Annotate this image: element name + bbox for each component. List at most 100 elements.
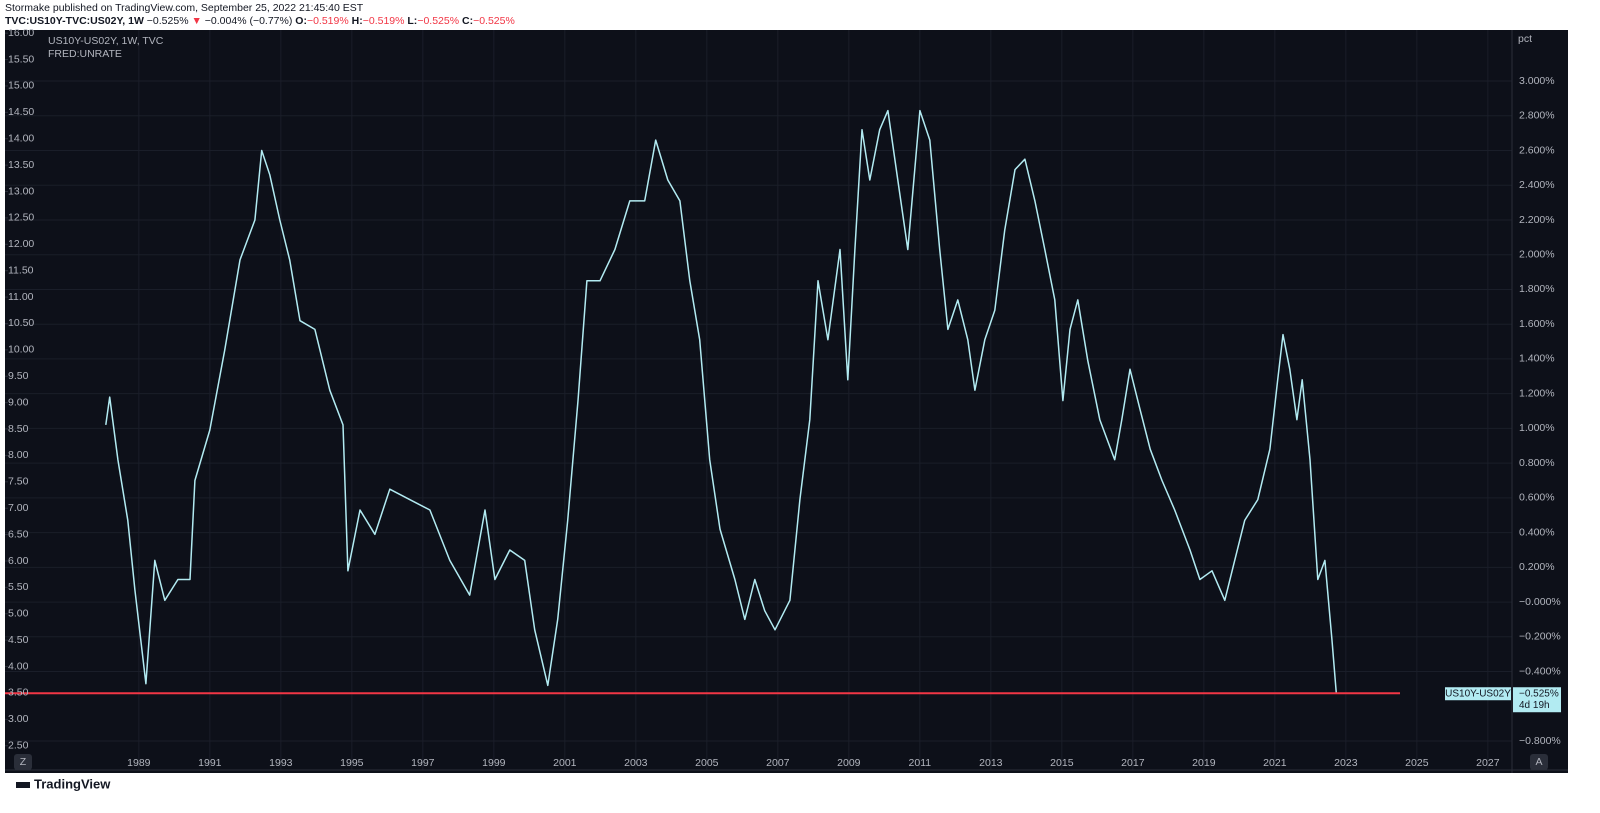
o-label: O: <box>295 15 307 27</box>
countdown: 4d 19h <box>1519 700 1550 711</box>
x-tick-label: 2013 <box>979 757 1003 769</box>
y-tick-label: 12.50 <box>8 212 34 224</box>
y2-tick-label: 0.200% <box>1519 561 1555 573</box>
c-label: C: <box>462 15 473 27</box>
y-tick-label: 3.00 <box>8 713 29 725</box>
y2-tick-label: 2.400% <box>1519 179 1555 191</box>
chart-background <box>5 30 1568 773</box>
c: −0.525% <box>473 15 515 27</box>
y-tick-label: 11.50 <box>8 264 34 276</box>
x-tick-label: 2003 <box>624 757 648 769</box>
button-a[interactable] <box>1530 754 1548 770</box>
plot-layer <box>5 30 1512 770</box>
h-label: H: <box>352 15 363 27</box>
y-tick-label: 8.50 <box>8 423 29 435</box>
y-tick-label: 5.50 <box>8 581 29 593</box>
y-tick-label: 11.00 <box>8 291 34 303</box>
x-tick-label: 1997 <box>411 757 435 769</box>
l-label: L: <box>407 15 417 27</box>
x-tick-label: 1991 <box>198 757 222 769</box>
ohlc-line: TVC:US10Y-TVC:US02Y, 1W −0.525% ▼ −0.004… <box>5 15 515 27</box>
price-tag-bg <box>1513 687 1561 713</box>
series-line <box>105 109 1338 694</box>
x-tick-label: 2009 <box>837 757 861 769</box>
y-tick-label: 9.00 <box>8 396 29 408</box>
y2-tick-label: 1.800% <box>1519 283 1555 295</box>
y2-tick-label: 2.200% <box>1519 214 1555 226</box>
y-tick-label: 15.00 <box>8 80 34 92</box>
y2-tick-label: −0.200% <box>1519 631 1561 643</box>
y-tick-label: 12.00 <box>8 238 34 250</box>
legend-second: FRED:UNRATE <box>48 48 122 60</box>
y2-tick-label: −0.800% <box>1519 735 1561 747</box>
brand: TradingView <box>34 776 111 791</box>
y2-tick-label: 0.600% <box>1519 492 1555 504</box>
button-z[interactable] <box>14 754 32 770</box>
x-tick-label: 2027 <box>1476 757 1500 769</box>
y2-tick-label: 1.400% <box>1519 353 1555 365</box>
y-tick-label: 13.00 <box>8 185 34 197</box>
last: −0.525% <box>147 15 189 27</box>
y-tick-label: 10.50 <box>8 317 34 329</box>
x-tick-label: 1999 <box>482 757 506 769</box>
x-tick-label: 2011 <box>909 757 932 769</box>
l: −0.525% <box>417 15 459 27</box>
y2-tick-label: 1.600% <box>1519 318 1555 330</box>
x-tick-label: 2021 <box>1263 757 1287 769</box>
y-tick-label: 10.00 <box>8 344 34 356</box>
x-tick-label: 2005 <box>695 757 719 769</box>
arrow: ▼ <box>191 15 201 27</box>
x-tick-label: 1989 <box>127 757 151 769</box>
button-z-label[interactable]: Z <box>20 756 27 768</box>
y2-tick-label: 0.800% <box>1519 457 1555 469</box>
y-tick-label: 2.50 <box>8 740 29 752</box>
y2-tick-label: 1.000% <box>1519 422 1555 434</box>
x-tick-label: 1993 <box>269 757 293 769</box>
y2-tick-label: 3.000% <box>1519 75 1555 87</box>
y-tick-label: 9.50 <box>8 370 29 382</box>
x-tick-label: 2015 <box>1050 757 1074 769</box>
y2-tick-label: 1.200% <box>1519 387 1555 399</box>
y-tick-label: 14.00 <box>8 133 34 145</box>
symbol: TVC:US10Y-TVC:US02Y, 1W <box>5 15 144 27</box>
y2-tick-label: −0.400% <box>1519 665 1561 677</box>
y2-tick-label: 2.000% <box>1519 249 1555 261</box>
y2-label: pct <box>1518 33 1532 45</box>
x-tick-label: 2023 <box>1334 757 1358 769</box>
y-tick-label: 4.00 <box>8 660 29 672</box>
y-tick-label: 14.50 <box>8 106 34 118</box>
y-tick-label: 6.00 <box>8 555 29 567</box>
x-tick-label: 2007 <box>766 757 790 769</box>
series-tag-bg <box>1445 687 1511 701</box>
y-tick-label: 6.50 <box>8 528 29 540</box>
x-tick-label: 2001 <box>553 757 577 769</box>
series-tag: US10Y-US02Y <box>1445 688 1511 699</box>
x-tick-label: 2019 <box>1192 757 1216 769</box>
y2-tick-label: −0.000% <box>1519 596 1561 608</box>
button-a-label[interactable]: A <box>1535 756 1542 768</box>
h: −0.519% <box>363 15 405 27</box>
y-tick-label: 13.50 <box>8 159 34 171</box>
y-tick-label: 5.00 <box>8 608 29 620</box>
y-tick-label: 7.50 <box>8 476 29 488</box>
y2-tick-label: 2.800% <box>1519 110 1555 122</box>
legend-main: US10Y-US02Y, 1W, TVC <box>48 35 164 47</box>
x-tick-label: 1995 <box>340 757 364 769</box>
x-tick-label: 2017 <box>1121 757 1145 769</box>
publisher: Stormake published on TradingView.com, S… <box>5 2 364 14</box>
y2-tick-label: 2.600% <box>1519 144 1555 156</box>
y-tick-label: 3.50 <box>8 687 29 699</box>
y-tick-label: 16.00 <box>8 27 34 39</box>
y2-tick-label: 0.400% <box>1519 526 1555 538</box>
brand-logo <box>16 782 30 788</box>
y-tick-label: 15.50 <box>8 53 34 65</box>
x-tick-label: 2025 <box>1405 757 1429 769</box>
y-tick-label: 8.00 <box>8 449 29 461</box>
price-tag: −0.525% <box>1519 688 1559 699</box>
y-tick-label: 7.00 <box>8 502 29 514</box>
o: −0.519% <box>307 15 349 27</box>
y-tick-label: 4.50 <box>8 634 29 646</box>
change: −0.004% (−0.77%) <box>205 15 293 27</box>
